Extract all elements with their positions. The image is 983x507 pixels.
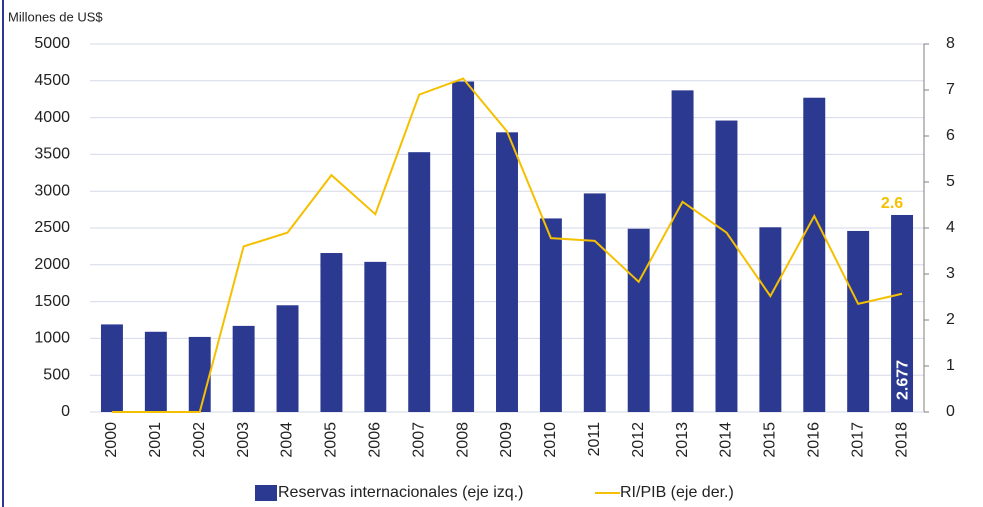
bar bbox=[891, 214, 914, 412]
x-tick-label: 2001 bbox=[147, 422, 164, 458]
y2-tick-label: 3 bbox=[946, 265, 955, 282]
y-tick-label: 4500 bbox=[34, 72, 70, 89]
y-tick-label: 3000 bbox=[34, 182, 70, 199]
x-tick-label: 2000 bbox=[103, 422, 120, 458]
x-tick-label: 2018 bbox=[893, 422, 910, 458]
bar bbox=[144, 331, 167, 412]
bar bbox=[100, 324, 123, 412]
y2-tick-label: 6 bbox=[946, 127, 955, 144]
y2-tick-label: 7 bbox=[946, 81, 955, 98]
x-tick-label: 2004 bbox=[279, 422, 296, 458]
y2-tick-label: 0 bbox=[946, 403, 955, 420]
x-tick-label: 2010 bbox=[542, 422, 559, 458]
y2-tick-label: 8 bbox=[946, 35, 955, 52]
bar bbox=[496, 132, 518, 412]
y2-tick-label: 4 bbox=[946, 219, 955, 236]
x-tick-label: 2016 bbox=[805, 422, 822, 458]
bar bbox=[452, 81, 475, 412]
bar bbox=[364, 261, 387, 412]
bar bbox=[671, 90, 694, 413]
x-tick-label: 2017 bbox=[849, 422, 866, 458]
x-tick-label: 2014 bbox=[718, 422, 735, 458]
bar bbox=[627, 228, 650, 412]
bar bbox=[759, 227, 782, 412]
y-tick-label: 3500 bbox=[34, 146, 70, 163]
x-tick-label: 2015 bbox=[762, 422, 779, 458]
y-tick-label: 1000 bbox=[34, 330, 70, 347]
x-tick-label: 2006 bbox=[367, 422, 384, 458]
bar bbox=[583, 193, 606, 412]
x-tick-label: 2005 bbox=[323, 422, 340, 458]
legend-label: RI/PIB (eje der.) bbox=[620, 484, 734, 501]
bar bbox=[408, 152, 431, 412]
y2-tick-label: 2 bbox=[946, 311, 955, 328]
bar bbox=[803, 97, 826, 412]
bar bbox=[276, 305, 299, 412]
x-tick-label: 2002 bbox=[191, 422, 208, 458]
y-tick-label: 2000 bbox=[34, 256, 70, 273]
x-tick-label: 2011 bbox=[586, 422, 603, 457]
y2-tick-label: 1 bbox=[946, 357, 955, 374]
y-tick-label: 4000 bbox=[34, 109, 70, 126]
x-tick-label: 2009 bbox=[498, 422, 515, 458]
x-tick-label: 2008 bbox=[454, 422, 471, 458]
y-tick-label: 0 bbox=[61, 403, 70, 420]
x-tick-label: 2012 bbox=[630, 422, 647, 458]
y-tick-label: 1500 bbox=[34, 293, 70, 310]
line bbox=[111, 77, 903, 413]
x-tick-label: 2003 bbox=[235, 422, 252, 458]
bar bbox=[847, 230, 870, 412]
x-tick-label: 2007 bbox=[410, 422, 427, 458]
bar bbox=[320, 253, 343, 412]
y-axis-label: Millones de US$ bbox=[8, 9, 103, 24]
y-tick-label: 500 bbox=[43, 366, 70, 383]
y-tick-label: 2500 bbox=[34, 219, 70, 236]
bar bbox=[188, 336, 211, 412]
bar bbox=[715, 120, 738, 412]
y2-tick-label: 5 bbox=[946, 173, 955, 190]
bar bbox=[232, 325, 255, 412]
bar-value-label: 2.677 bbox=[894, 360, 911, 400]
legend-swatch bbox=[255, 485, 277, 501]
bar bbox=[539, 218, 562, 412]
x-tick-label: 2013 bbox=[674, 422, 691, 458]
y-tick-label: 5000 bbox=[34, 35, 70, 52]
line-value-label: 2.6 bbox=[881, 195, 903, 212]
legend-label: Reservas internacionales (eje izq.) bbox=[278, 484, 523, 501]
